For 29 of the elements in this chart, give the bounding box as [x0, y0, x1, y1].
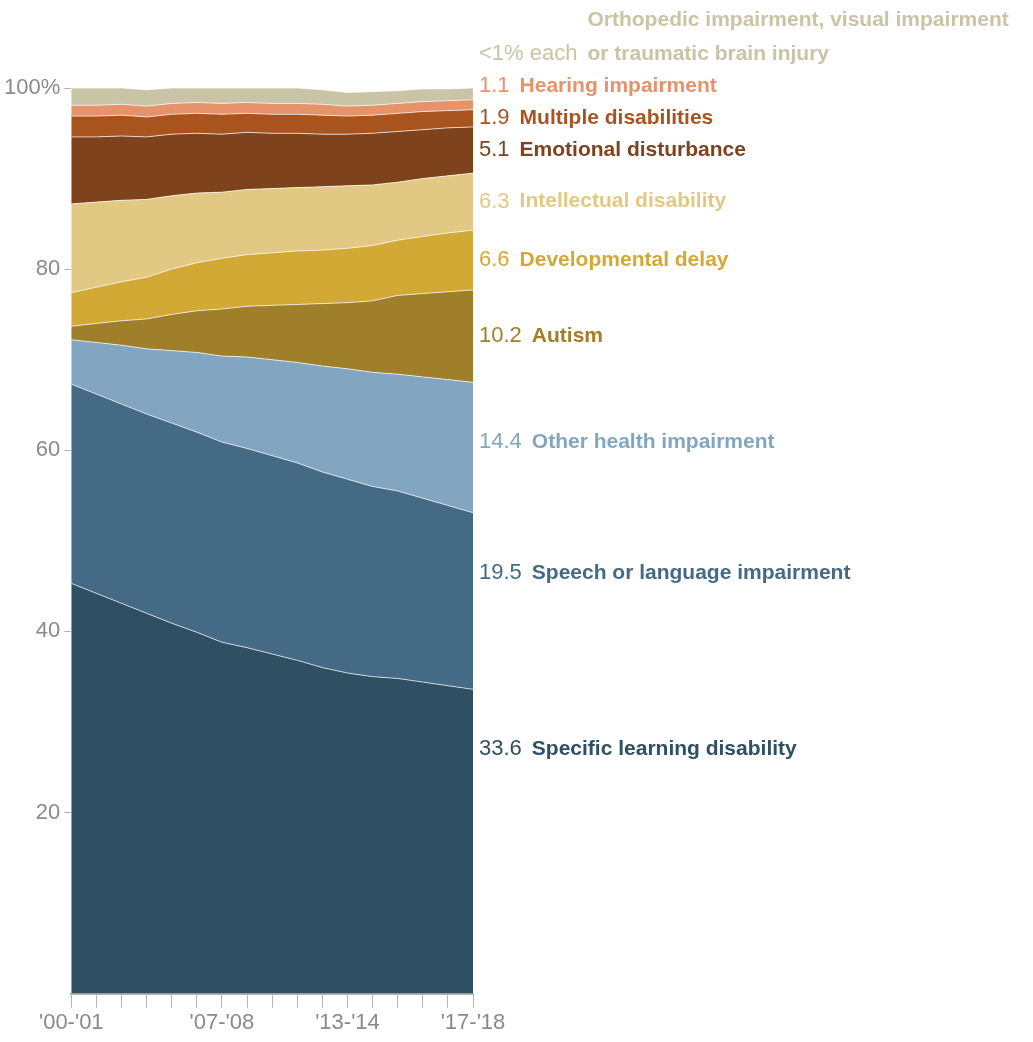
data-label: 5.1: [479, 136, 510, 162]
x-tick-label: '07-'08: [189, 1008, 255, 1034]
y-tick-label: 80: [35, 255, 61, 281]
text: Orthopedic impairment, visual impairment or traumatic brain injury: [587, 6, 1009, 64]
y-tick-label: 100%: [3, 74, 61, 100]
y-tick-label: 20: [35, 798, 61, 824]
text: Intellectual disability: [519, 188, 727, 212]
data-label: 6.6: [479, 246, 510, 272]
text: Multiple disabilities: [519, 104, 714, 128]
data-label: 33.6: [479, 735, 522, 761]
x-tick-label: '00-'01: [38, 1008, 104, 1034]
data-label: <1% each: [479, 40, 578, 66]
data-label: 19.5: [479, 558, 522, 584]
y-tick-label: 40: [35, 617, 61, 643]
data-label: 10.2: [479, 322, 522, 348]
y-tick-label: 60: [35, 436, 61, 462]
text: Developmental delay: [519, 246, 729, 270]
text: Other health impairment: [531, 429, 775, 453]
data-label: 14.4: [479, 428, 522, 454]
text: Specific learning disability: [531, 736, 798, 760]
x-tick-label: '13-'14: [315, 1008, 380, 1034]
data-label: 1.9: [479, 104, 510, 130]
text: Autism: [531, 322, 604, 346]
text: Hearing impairment: [519, 72, 717, 96]
x-tick-label: '17-'18: [440, 1008, 506, 1034]
text: Emotional disturbance: [519, 136, 746, 160]
data-label: 1.1: [479, 72, 510, 98]
data-label: 6.3: [479, 187, 510, 213]
text: Speech or language impairment: [531, 559, 851, 583]
